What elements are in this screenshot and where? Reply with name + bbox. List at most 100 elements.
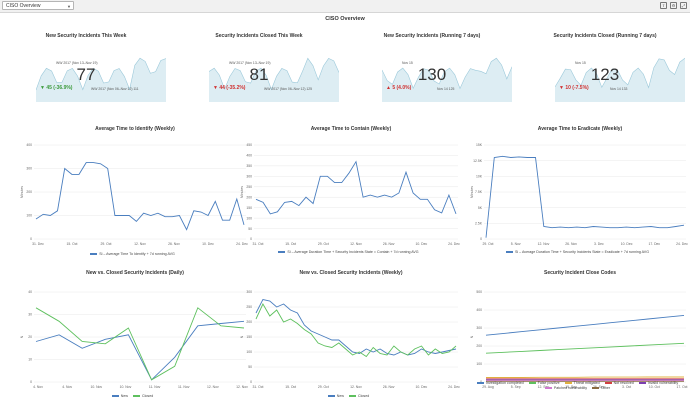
y-tick-label: 50 <box>248 365 252 369</box>
chart-closecodes: 500 400 300 200 100 0 N 29. Aug 5. Sep 12. Sep 19.… <box>470 290 688 389</box>
y-tick-label: 0 <box>250 380 252 384</box>
kpi-current-label: WW 2017 (Nov 13–Nov 19) <box>56 61 98 65</box>
legend-swatch <box>592 387 600 389</box>
series-line-0 <box>255 160 457 215</box>
x-tick-label: 24. Dec <box>448 242 460 246</box>
kpi-value: 130 <box>417 65 447 84</box>
legend-swatch <box>349 395 356 397</box>
y-tick-label: 50 <box>248 227 252 231</box>
y-tick-label: 200 <box>476 344 482 348</box>
y-tick-label: 350 <box>246 164 252 168</box>
legend-swatch <box>604 382 612 384</box>
chart-legend: New Closed <box>20 394 250 399</box>
x-tick-label: 17. Dec <box>648 242 660 246</box>
chart-title: Security Incident Close Codes <box>544 270 616 276</box>
x-tick-label: 10. Oct <box>649 385 660 389</box>
legend-label: Closed <box>358 394 370 398</box>
legend-item[interactable]: Not resolved <box>604 381 634 386</box>
x-tick-label: 24. Dec <box>448 385 460 389</box>
legend-item[interactable]: Threat mitigated <box>564 381 600 386</box>
kpi-sparkline <box>36 57 166 102</box>
series-line-0 <box>35 320 245 381</box>
chart-title: New vs. Closed Security Incidents (Weekl… <box>299 270 403 276</box>
legend-item[interactable]: Closed <box>349 394 369 399</box>
legend-swatch <box>90 253 98 255</box>
dashboard-select[interactable]: CISO Overview ▼ <box>2 1 74 10</box>
legend-swatch <box>564 382 572 384</box>
legend-label: Patched vulnerability <box>553 386 588 390</box>
legend-swatch <box>505 251 513 253</box>
y-tick-label: 7.5K <box>475 190 483 194</box>
kpi-title: Security Incidents Closed This Week <box>215 33 303 39</box>
kpi-previous-label: WW 2017 (Nov 06–Nov 12) 125 <box>264 87 313 91</box>
y-tick-label: 5K <box>478 206 483 210</box>
series-line-0 <box>35 162 245 231</box>
y-axis-label: N <box>20 335 24 338</box>
kpi-value: 77 <box>76 65 96 84</box>
kpi-sparkline-line <box>382 57 512 90</box>
x-tick-label: 26. Nov <box>383 242 395 246</box>
kpi-delta: ▲ 5 (4.0%) <box>386 85 412 91</box>
chart-title: Average Time to Identify (Weekly) <box>95 126 175 132</box>
kpi-sparkline-area <box>382 58 512 102</box>
chart-contain: 450 400 350 300 250 200 150 100 50 0 Minutes 31. Oc… <box>240 143 460 246</box>
legend-label: Si – Average Duration Time + Security In… <box>287 250 419 254</box>
x-tick-label: 10. Nov <box>120 385 132 389</box>
kpi-title: Security Incidents Closed (Running 7 day… <box>553 33 657 39</box>
x-tick-label: 12. Nov <box>350 385 362 389</box>
kpi-sparkline-area <box>209 58 339 102</box>
legend-item[interactable]: Patched vulnerability <box>544 386 588 391</box>
x-tick-label: 15. Oct <box>285 385 296 389</box>
settings-icon[interactable]: ⚙ <box>670 2 677 9</box>
legend-item[interactable]: Investigation completed <box>476 381 524 386</box>
y-tick-label: 150 <box>246 335 252 339</box>
x-tick-label: 17. Oct <box>677 385 688 389</box>
y-tick-label: 200 <box>26 190 32 194</box>
legend-item[interactable]: Other <box>592 386 610 391</box>
y-tick-label: 40 <box>28 290 32 294</box>
y-tick-label: 0 <box>480 237 482 241</box>
kpi-delta: ▼ 45 (-36.9%) <box>40 85 73 91</box>
legend-item[interactable]: New <box>327 394 344 399</box>
legend-item[interactable]: Si – Average Duration Time + Security In… <box>505 250 649 255</box>
x-tick-label: 15. Oct <box>67 242 78 246</box>
fullscreen-icon[interactable]: ⤢ <box>680 2 687 9</box>
x-tick-label: 12. Nov <box>538 242 550 246</box>
x-tick-label: 5. Nov <box>511 242 521 246</box>
chart-weekly: 300 250 200 150 100 50 0 N 31. Oct 15. Oct 29. Oct… <box>240 290 460 389</box>
x-tick-label: 4. Nov <box>62 385 72 389</box>
x-tick-label: 10. Dec <box>621 242 633 246</box>
y-tick-label: 12.5K <box>473 159 483 163</box>
legend-item[interactable]: Si – Average Duration Time + Security In… <box>278 250 419 255</box>
series-line-0 <box>485 314 685 336</box>
export-icon[interactable]: ⇪ <box>660 2 667 9</box>
legend-item[interactable]: Si – Average Time To Identify + 7d runni… <box>90 252 175 257</box>
chart-title: New vs. Closed Security Incidents (Daily… <box>86 270 184 276</box>
page-title: CISO Overview <box>325 16 365 22</box>
legend-swatch <box>327 395 335 397</box>
y-tick-label: 500 <box>476 290 482 294</box>
series-line-1 <box>485 342 685 354</box>
kpi-sparkline-line <box>209 57 339 91</box>
y-axis-label: Minutes <box>240 186 244 198</box>
legend-swatch <box>111 395 119 397</box>
legend-item[interactable]: Invalid vulnerability <box>638 381 678 386</box>
x-tick-label: 31. Oct <box>253 385 264 389</box>
legend-item[interactable]: New <box>111 394 128 399</box>
kpi-delta: ▼ 10 (-7.5%) <box>559 85 589 91</box>
y-axis-label: N <box>240 335 244 338</box>
y-tick-label: 0 <box>30 237 32 241</box>
legend-swatch <box>133 395 140 397</box>
legend-item[interactable]: Closed <box>133 394 153 399</box>
chart-eradicate: 15K 12.5K 10K 7.5K 5K 2.5K 0 Minutes 29. Oct 5. N… <box>470 143 688 246</box>
y-tick-label: 20 <box>28 335 32 339</box>
legend-swatch <box>544 387 552 389</box>
kpi-title: New Security Incidents This Week <box>45 33 127 39</box>
legend-item[interactable]: False positive <box>528 381 560 386</box>
y-tick-label: 300 <box>476 326 482 330</box>
y-tick-label: 300 <box>246 290 252 294</box>
y-tick-label: 100 <box>246 216 252 220</box>
chart-legend: Investigation completed False positive Thr… <box>470 381 690 391</box>
kpi-value: 123 <box>590 65 620 84</box>
x-tick-label: 19. Sep <box>565 385 577 389</box>
